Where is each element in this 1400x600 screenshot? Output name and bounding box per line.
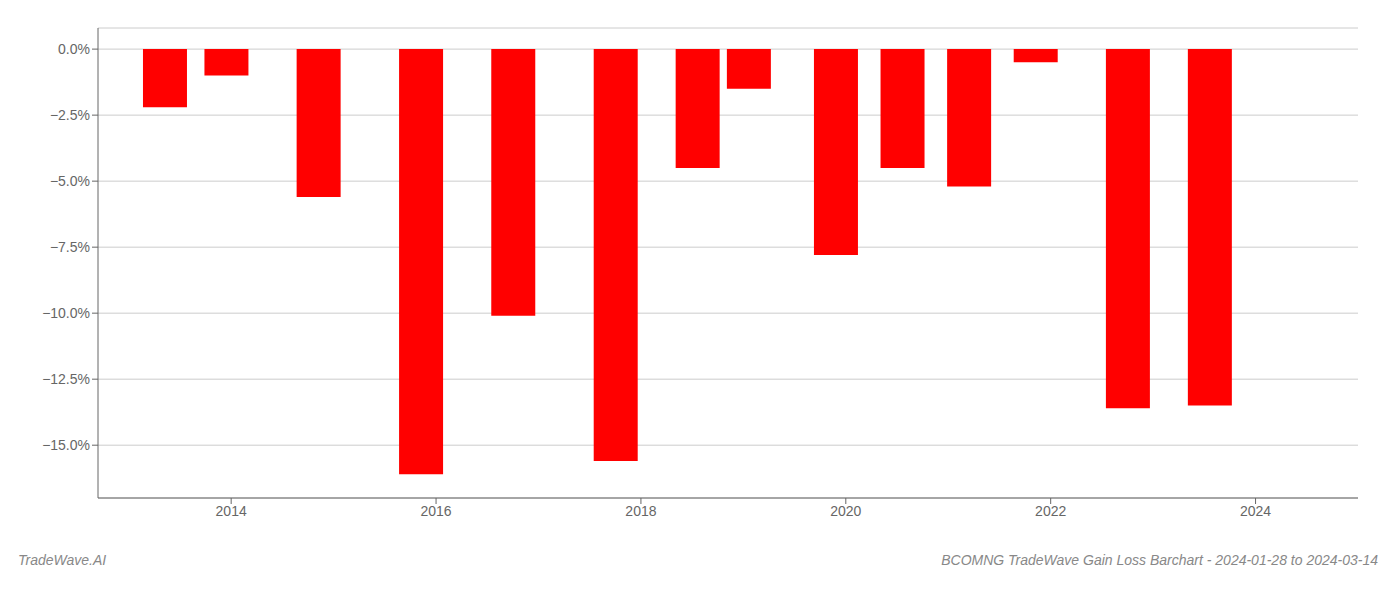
svg-text:−5.0%: −5.0% (50, 173, 90, 189)
svg-text:2020: 2020 (830, 503, 861, 519)
svg-text:2016: 2016 (420, 503, 451, 519)
svg-text:2024: 2024 (1240, 503, 1271, 519)
svg-text:0.0%: 0.0% (58, 41, 90, 57)
svg-text:−10.0%: −10.0% (42, 305, 90, 321)
svg-text:−12.5%: −12.5% (42, 371, 90, 387)
svg-text:−2.5%: −2.5% (50, 107, 90, 123)
svg-text:2018: 2018 (625, 503, 656, 519)
svg-text:2014: 2014 (216, 503, 247, 519)
svg-text:−15.0%: −15.0% (42, 437, 90, 453)
html-text:BCOMNG TradeWave Gain Loss Bar: BCOMNG TradeWave Gain Loss Barchart - 20… (941, 552, 1378, 568)
svg-text:−7.5%: −7.5% (50, 239, 90, 255)
html-text:TradeWave.AI: TradeWave.AI (18, 552, 107, 568)
svg-text:2022: 2022 (1035, 503, 1066, 519)
